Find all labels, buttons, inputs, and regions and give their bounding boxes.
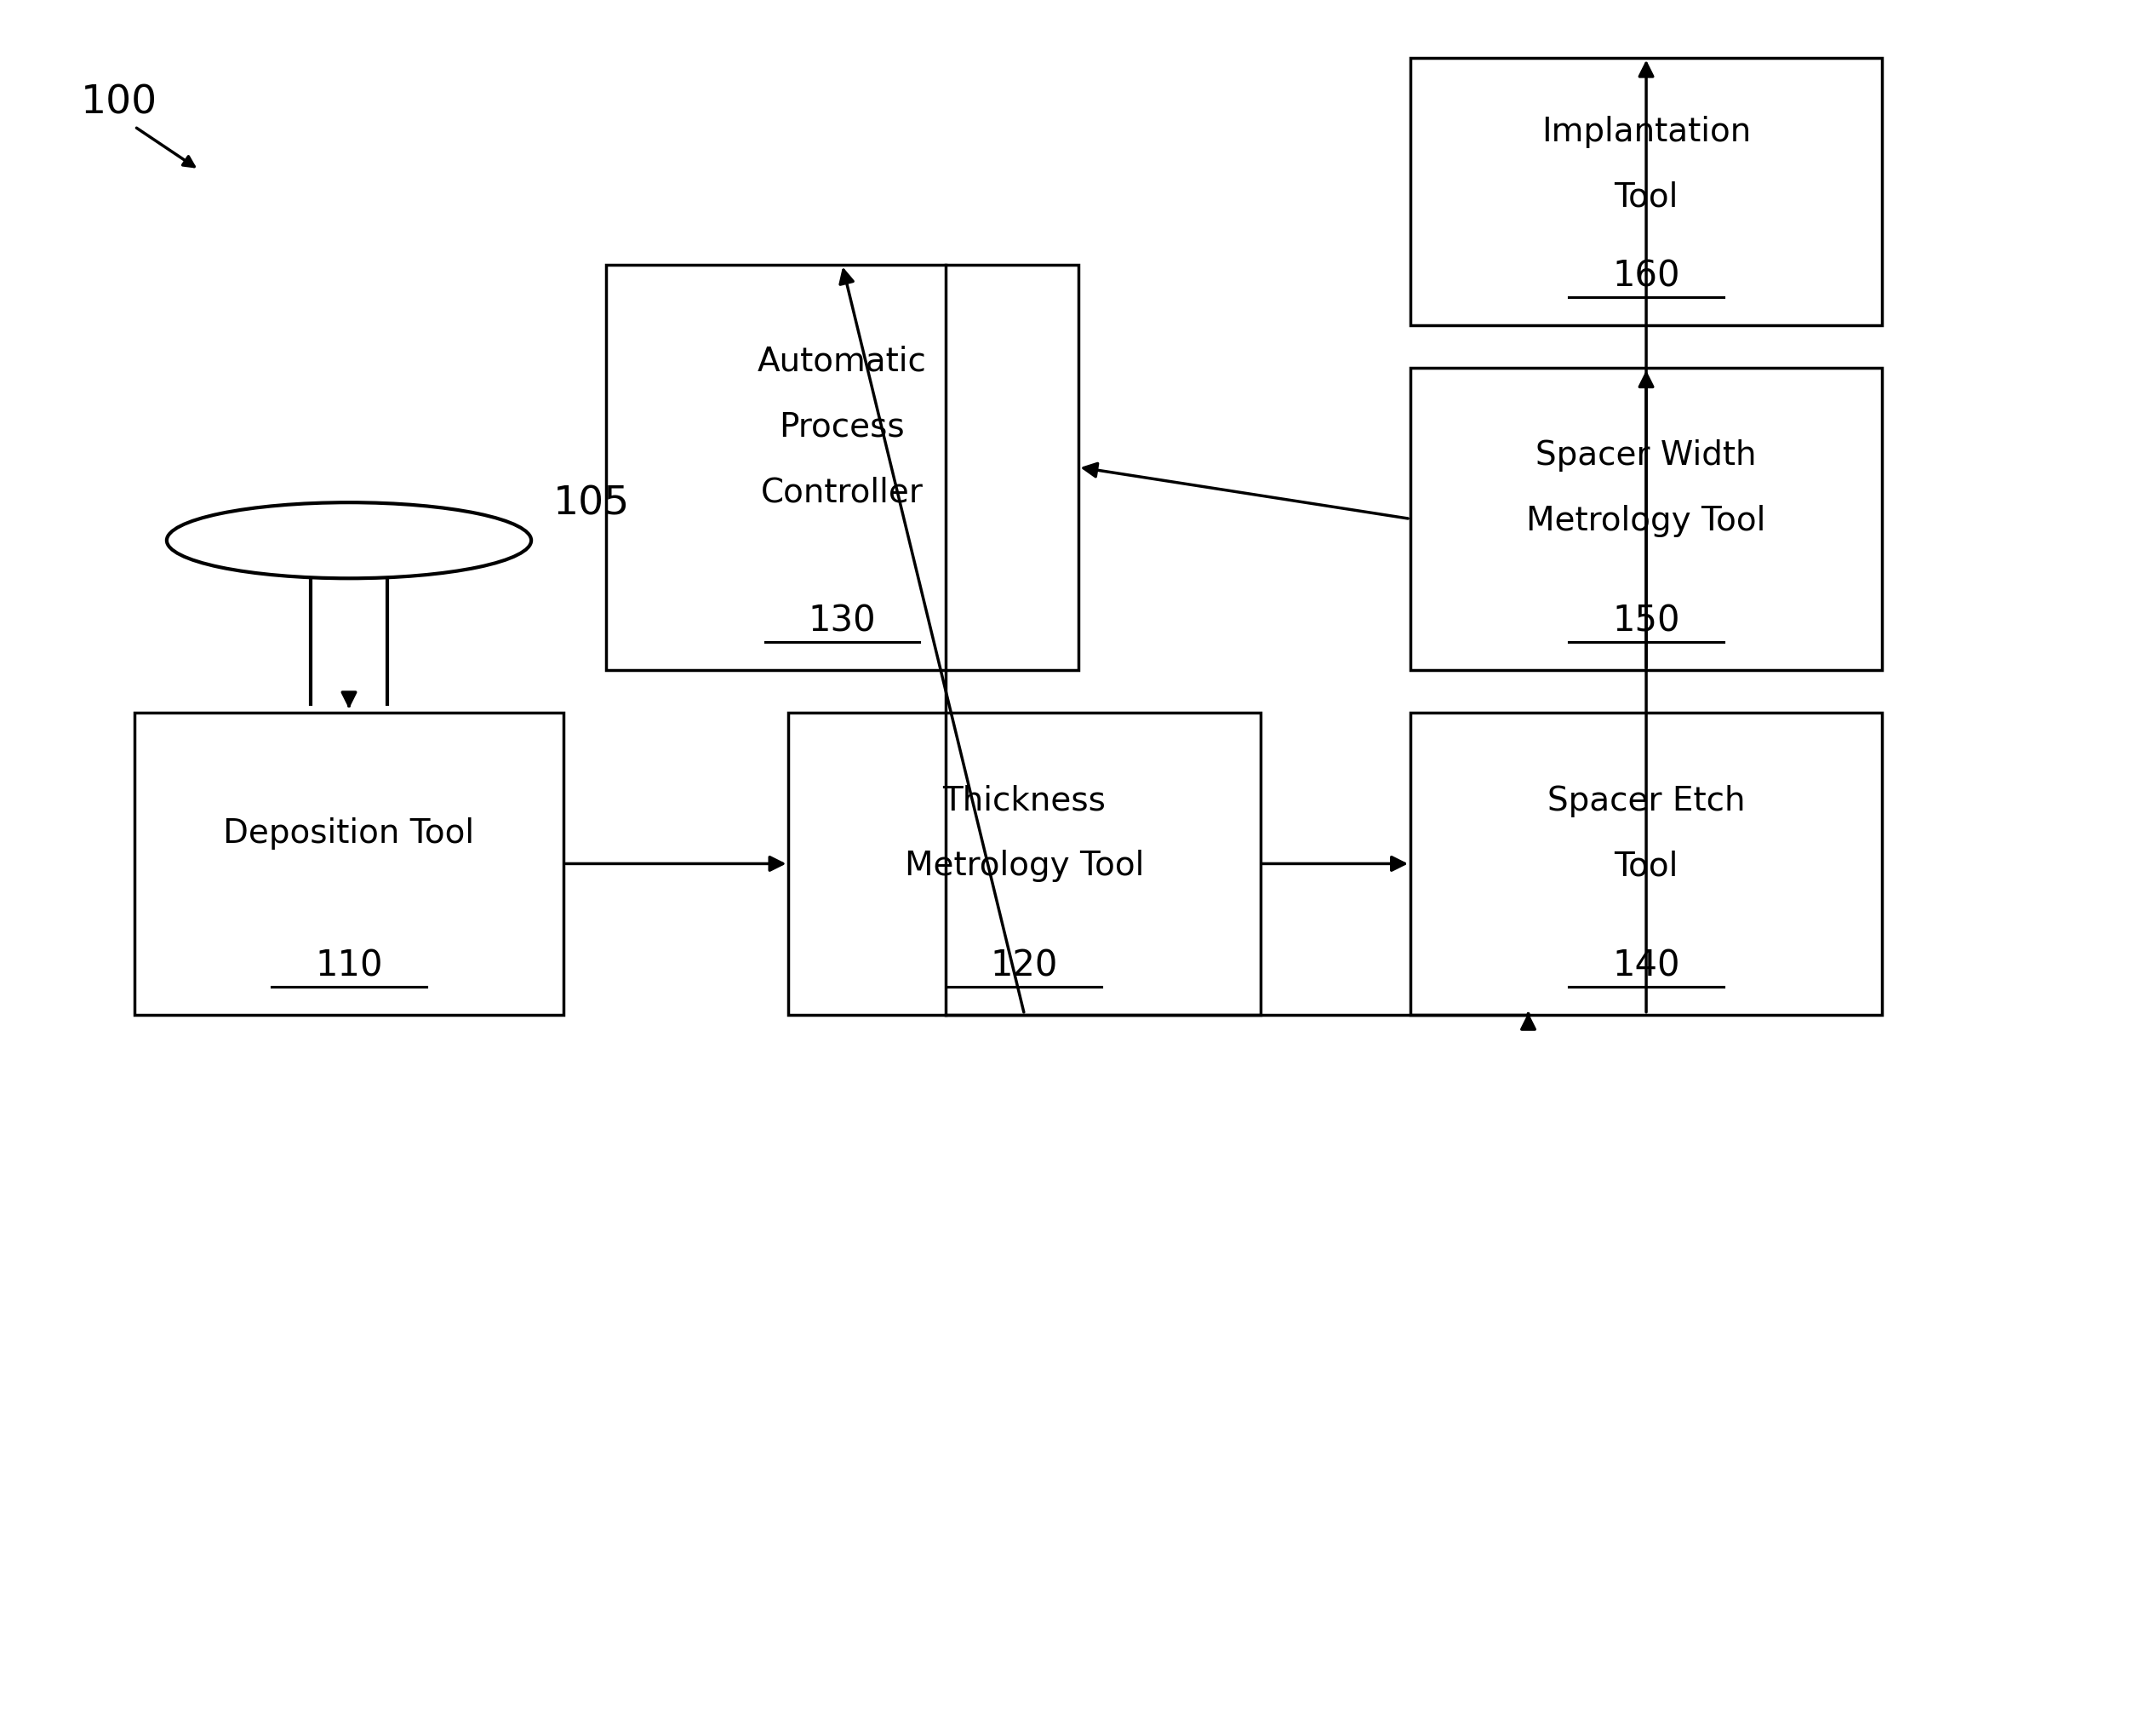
Text: Metrology Tool: Metrology Tool: [1526, 505, 1766, 538]
Text: Spacer Etch: Spacer Etch: [1548, 785, 1744, 818]
Bar: [134, 713, 563, 1014]
Bar: [606, 264, 1078, 670]
Text: Tool: Tool: [1615, 181, 1677, 214]
Text: Spacer Width: Spacer Width: [1535, 439, 1757, 472]
Text: Process: Process: [778, 410, 906, 443]
Text: Deposition Tool: Deposition Tool: [224, 818, 474, 849]
Bar: [1410, 57, 1882, 325]
Text: 120: 120: [990, 948, 1059, 984]
Text: Thickness: Thickness: [942, 785, 1106, 818]
Text: Metrology Tool: Metrology Tool: [906, 851, 1145, 882]
Text: 105: 105: [552, 484, 630, 523]
Text: 130: 130: [808, 604, 875, 639]
Text: 100: 100: [82, 83, 157, 122]
Text: 140: 140: [1613, 948, 1680, 984]
Text: Automatic: Automatic: [757, 345, 927, 377]
Text: Tool: Tool: [1615, 851, 1677, 882]
Text: 150: 150: [1613, 604, 1680, 639]
Bar: [1410, 713, 1882, 1014]
Text: 110: 110: [315, 948, 384, 984]
Ellipse shape: [166, 502, 530, 578]
Text: Controller: Controller: [761, 476, 923, 509]
Text: Implantation: Implantation: [1542, 116, 1751, 148]
Text: 160: 160: [1613, 259, 1680, 295]
Bar: [1410, 368, 1882, 670]
Bar: [789, 713, 1261, 1014]
